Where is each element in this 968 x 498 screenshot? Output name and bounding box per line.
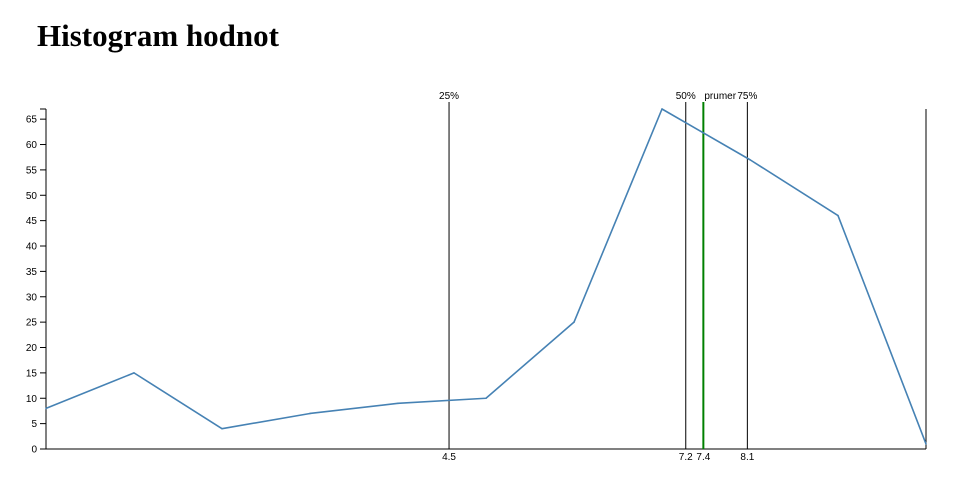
y-tick-label: 60 [26,140,38,151]
series-line [45,108,927,445]
data-point [221,427,223,430]
data-point [749,158,751,161]
data-point [485,397,487,400]
plot-area: 0 5 10 15 20 25 30 35 40 45 50 55 60 65 25% 4.5 50% 7.2 pr… [26,91,927,463]
y-tick-label: 30 [26,292,38,303]
data-point [309,412,311,415]
data-point [45,407,47,410]
y-tick-label: 5 [31,419,37,430]
quantile-label: 50% [676,91,696,102]
y-tick-label: 25 [26,318,38,329]
data-point [133,372,135,374]
quantile-label: 75% [737,91,757,102]
quantile-label: 25% [439,91,459,102]
marker-value-label: 8.1 [740,452,754,463]
y-tick-label: 35 [26,267,38,278]
data-point [837,214,839,217]
y-tick-label: 40 [26,242,38,253]
y-tick-label: 20 [26,343,38,354]
data-point [573,321,575,323]
marker-value-label: 7.2 [679,452,693,463]
marker-value-label: 4.5 [442,452,456,463]
data-point [661,108,663,110]
y-tick-label: 10 [26,394,38,405]
data-point [397,402,399,405]
marker-value-label: 7.4 [696,452,710,463]
y-tick-label: 50 [26,191,38,202]
data-point [925,443,927,445]
y-tick-label: 45 [26,216,38,227]
page-title: Histogram hodnot [37,18,279,53]
y-tick-label: 15 [26,368,38,379]
y-tick-label: 65 [26,115,38,126]
y-tick-label: 0 [31,445,37,456]
mean-label: prumer [704,91,736,102]
y-tick-label: 55 [26,165,38,176]
